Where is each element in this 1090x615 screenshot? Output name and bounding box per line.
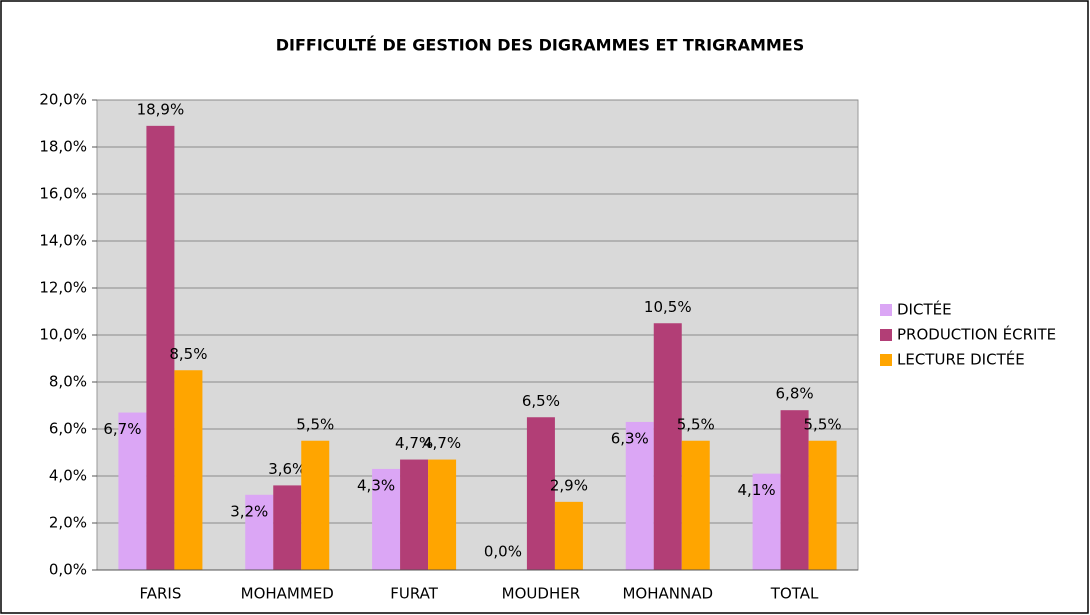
y-tick-label: 10,0%	[39, 326, 87, 344]
legend-label: PRODUCTION ÉCRITE	[897, 325, 1056, 344]
legend-swatch	[880, 329, 892, 341]
y-tick-label: 4,0%	[49, 467, 87, 485]
y-tick-label: 16,0%	[39, 185, 87, 203]
bar	[625, 421, 654, 570]
data-label: 5,5%	[296, 415, 334, 433]
y-tick-label: 14,0%	[39, 232, 87, 250]
bar	[146, 125, 175, 570]
data-label: 5,5%	[677, 415, 715, 433]
x-tick-label: TOTAL	[770, 585, 819, 603]
y-tick-label: 12,0%	[39, 279, 87, 297]
bar	[526, 417, 555, 570]
data-label: 5,5%	[804, 415, 842, 433]
y-tick-label: 18,0%	[39, 138, 87, 156]
bar	[273, 485, 302, 570]
data-label: 0,0%	[484, 543, 522, 561]
bar	[174, 370, 203, 570]
data-label: 3,6%	[268, 460, 306, 478]
data-label: 6,3%	[611, 429, 649, 447]
legend-label: DICTÉE	[897, 300, 952, 319]
data-label: 4,7%	[395, 434, 433, 452]
bar	[245, 494, 274, 570]
bar	[372, 468, 401, 570]
y-tick-label: 0,0%	[49, 561, 87, 579]
data-label: 8,5%	[169, 345, 207, 363]
data-label: 6,8%	[776, 385, 814, 403]
bar	[400, 459, 429, 570]
y-tick-label: 2,0%	[49, 514, 87, 532]
y-tick-label: 8,0%	[49, 373, 87, 391]
bar	[752, 473, 781, 570]
legend-swatch	[880, 354, 892, 366]
data-label: 10,5%	[644, 298, 692, 316]
bar	[681, 440, 710, 570]
legend-swatch	[880, 304, 892, 316]
data-label: 3,2%	[230, 502, 268, 520]
data-label: 18,9%	[137, 100, 185, 118]
data-label: 4,1%	[738, 481, 776, 499]
bar	[780, 410, 809, 570]
y-tick-label: 20,0%	[39, 91, 87, 109]
bar	[554, 501, 583, 570]
bar	[301, 440, 330, 570]
x-tick-label: FARIS	[139, 585, 181, 603]
chart-title: DIFFICULTÉ DE GESTION DES DIGRAMMES ET T…	[276, 36, 805, 55]
bar	[653, 323, 682, 570]
data-label: 6,5%	[522, 392, 560, 410]
data-label: 4,3%	[357, 476, 395, 494]
x-tick-label: MOHANNAD	[622, 585, 713, 603]
x-tick-label: MOHAMMED	[241, 585, 334, 603]
data-label: 4,7%	[423, 434, 461, 452]
bar	[808, 440, 837, 570]
data-label: 6,7%	[103, 420, 141, 438]
bar	[118, 412, 147, 570]
data-label: 2,9%	[550, 476, 588, 494]
bar	[428, 459, 457, 570]
y-tick-label: 6,0%	[49, 420, 87, 438]
legend-label: LECTURE DICTÉE	[897, 350, 1025, 369]
x-tick-label: MOUDHER	[502, 585, 580, 603]
x-tick-label: FURAT	[390, 585, 439, 603]
